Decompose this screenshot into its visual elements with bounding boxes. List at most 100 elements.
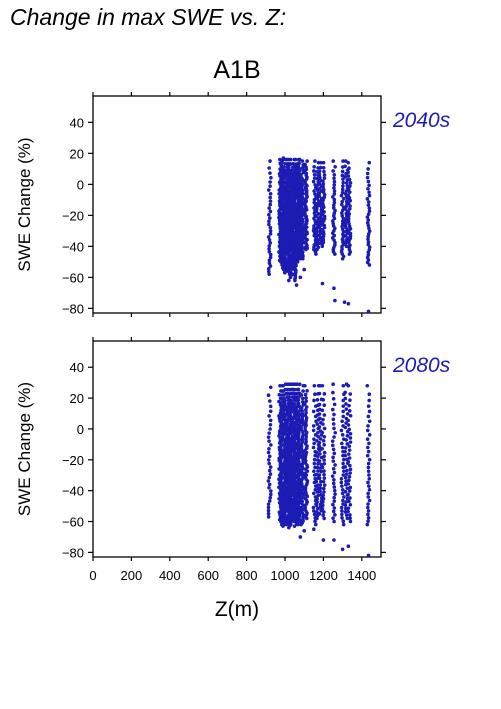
period-label: 2080s — [392, 354, 451, 377]
data-point — [366, 179, 371, 184]
data-point — [319, 160, 323, 165]
data-point — [268, 228, 273, 233]
data-point — [331, 447, 336, 452]
data-point — [343, 506, 348, 511]
data-point — [347, 489, 352, 493]
data-point — [332, 197, 337, 202]
data-point — [367, 193, 372, 198]
data-point — [365, 437, 370, 441]
data-point — [340, 219, 345, 224]
outlier-point — [320, 281, 325, 286]
data-point — [348, 463, 352, 468]
data-point — [322, 426, 327, 431]
data-point — [268, 495, 273, 500]
data-point — [340, 441, 344, 446]
data-point — [347, 177, 352, 182]
data-point — [347, 444, 352, 448]
data-point — [279, 420, 284, 424]
data-point — [316, 166, 320, 170]
data-point — [268, 225, 273, 230]
data-point — [311, 409, 316, 414]
data-point — [315, 510, 319, 514]
data-point — [366, 505, 370, 510]
data-point — [267, 499, 272, 503]
data-point — [347, 196, 352, 200]
data-point — [343, 446, 348, 450]
data-point — [343, 449, 347, 454]
data-point — [348, 181, 353, 185]
data-point — [322, 434, 327, 439]
data-point — [345, 486, 350, 491]
data-point — [348, 413, 353, 418]
data-point — [331, 459, 336, 463]
data-point — [321, 417, 325, 422]
data-point — [277, 392, 282, 397]
data-point — [268, 241, 273, 245]
data-point — [322, 490, 326, 494]
data-point — [313, 519, 317, 524]
data-point — [266, 505, 271, 510]
data-point — [281, 524, 285, 528]
data-point — [321, 422, 325, 426]
x-tick-label: 200 — [121, 568, 143, 583]
data-point — [292, 524, 297, 528]
data-point — [366, 167, 370, 171]
data-point — [315, 516, 319, 521]
data-point — [344, 438, 349, 442]
data-point — [341, 383, 346, 388]
data-point — [341, 414, 346, 419]
data-point — [268, 199, 273, 203]
data-point — [312, 441, 316, 446]
data-point — [348, 440, 353, 444]
data-point — [305, 389, 309, 393]
data-point — [342, 495, 346, 499]
data-point — [317, 402, 322, 407]
figure-title: Change in max SWE vs. Z: — [10, 4, 287, 30]
data-point — [322, 510, 326, 514]
data-point — [340, 509, 344, 513]
data-point — [343, 465, 348, 469]
data-point — [315, 422, 320, 426]
data-point — [347, 427, 352, 432]
data-point — [348, 198, 353, 203]
outlier-point — [366, 309, 371, 314]
data-point — [293, 157, 298, 162]
data-point — [366, 232, 371, 236]
data-point — [269, 175, 273, 180]
data-point — [300, 159, 305, 163]
data-point — [344, 472, 349, 476]
data-point — [314, 209, 319, 214]
data-point — [332, 478, 336, 482]
data-point — [312, 169, 316, 173]
data-point — [366, 509, 371, 513]
data-point — [344, 421, 348, 425]
data-point — [343, 175, 348, 179]
data-point — [300, 409, 304, 413]
data-point — [346, 174, 351, 178]
data-point — [314, 472, 319, 477]
data-point — [318, 489, 322, 494]
data-point — [297, 382, 302, 387]
data-point — [332, 451, 337, 456]
data-point — [317, 172, 322, 177]
data-point — [322, 476, 327, 480]
data-point — [346, 482, 351, 486]
data-point — [366, 203, 371, 207]
data-point — [366, 495, 371, 499]
data-point — [267, 475, 272, 480]
data-point — [297, 161, 301, 166]
data-point — [297, 157, 302, 162]
data-point — [312, 512, 317, 517]
data-point — [340, 187, 345, 192]
data-point — [332, 506, 337, 510]
data-point — [316, 430, 320, 435]
outlier-point — [302, 267, 307, 272]
data-point — [331, 422, 336, 426]
data-point — [266, 458, 271, 462]
data-point — [367, 433, 372, 437]
data-point — [266, 235, 271, 239]
data-point — [314, 479, 319, 484]
data-point — [269, 492, 273, 497]
data-point — [268, 418, 273, 423]
y-axis-label: SWE Change (%) — [15, 382, 34, 516]
